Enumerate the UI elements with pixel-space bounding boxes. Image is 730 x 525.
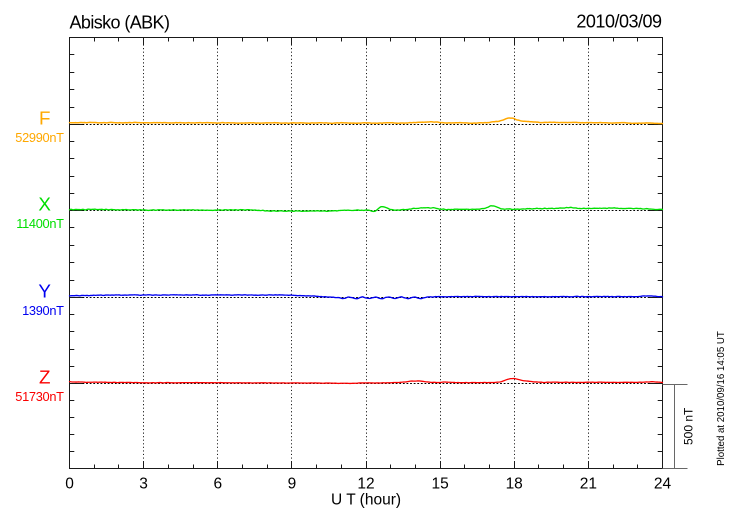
svg-text:1390nT: 1390nT bbox=[22, 303, 64, 318]
svg-text:Plotted at 2010/09/16 14:05 UT: Plotted at 2010/09/16 14:05 UT bbox=[716, 331, 727, 466]
svg-text:F: F bbox=[39, 108, 50, 129]
svg-text:Y: Y bbox=[38, 281, 51, 302]
svg-text:3: 3 bbox=[139, 475, 148, 492]
svg-text:0: 0 bbox=[65, 475, 74, 492]
svg-text:11400nT: 11400nT bbox=[16, 216, 64, 231]
svg-text:21: 21 bbox=[580, 475, 597, 492]
svg-text:Abisko (ABK): Abisko (ABK) bbox=[70, 12, 170, 32]
svg-text:24: 24 bbox=[654, 475, 672, 492]
svg-text:6: 6 bbox=[213, 475, 222, 492]
svg-text:U T (hour): U T (hour) bbox=[331, 491, 401, 508]
svg-text:15: 15 bbox=[431, 475, 448, 492]
svg-text:2010/03/09: 2010/03/09 bbox=[576, 12, 662, 32]
svg-text:9: 9 bbox=[288, 475, 297, 492]
svg-text:18: 18 bbox=[506, 475, 523, 492]
svg-text:500 nT: 500 nT bbox=[681, 407, 695, 445]
svg-text:Z: Z bbox=[39, 367, 50, 388]
svg-text:X: X bbox=[38, 194, 51, 215]
svg-text:12: 12 bbox=[357, 475, 374, 492]
svg-text:52990nT: 52990nT bbox=[15, 130, 64, 145]
svg-text:51730nT: 51730nT bbox=[15, 389, 64, 404]
